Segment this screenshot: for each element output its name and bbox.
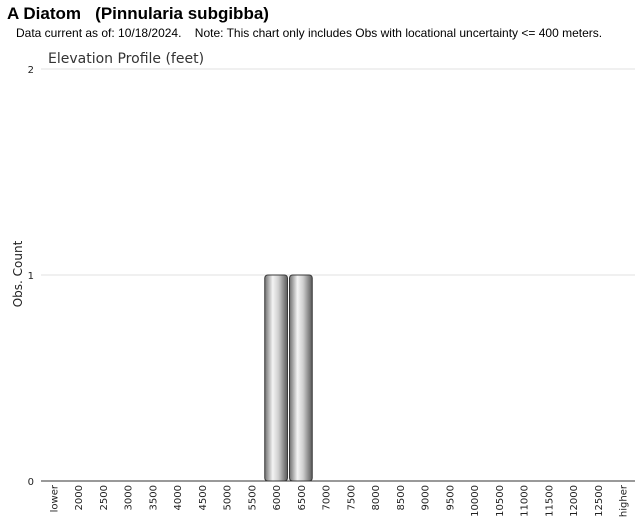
y-tick-label-2: 2	[28, 65, 34, 76]
x-tick-label-10000: 10000	[470, 485, 481, 517]
x-tick-label-5000: 5000	[223, 485, 234, 510]
x-tick-label-3000: 3000	[124, 485, 135, 510]
x-tick-label-8500: 8500	[396, 485, 407, 510]
bar-6500	[289, 274, 313, 482]
chart-page-title: A Diatom (Pinnularia subgibba)	[7, 4, 269, 23]
elevation-chart: Elevation Profile (feet) 0 1 2 lower 2000 25…	[11, 51, 635, 517]
bars	[264, 274, 313, 482]
x-tick-label-5500: 5500	[247, 485, 258, 510]
y-tick-label-1: 1	[28, 271, 34, 282]
x-tick-label-higher: higher	[619, 484, 630, 517]
bar-6000	[264, 274, 288, 482]
x-tick-label-2500: 2500	[99, 485, 110, 510]
grid-lines	[41, 68, 635, 276]
x-tick-label-11000: 11000	[520, 485, 531, 517]
data-note: Data current as of: 10/18/2024. Note: Th…	[16, 26, 603, 40]
x-tick-label-10500: 10500	[495, 485, 506, 517]
x-tick-label-9500: 9500	[445, 485, 456, 510]
x-tick-label-12000: 12000	[569, 485, 580, 517]
x-tick-label-lower: lower	[49, 484, 60, 512]
x-tick-label-8000: 8000	[371, 485, 382, 510]
x-tick-label-9000: 9000	[421, 485, 432, 510]
x-tick-label-6500: 6500	[297, 485, 308, 510]
x-tick-label-12500: 12500	[594, 485, 605, 517]
x-tick-label-6000: 6000	[272, 485, 283, 510]
x-tick-label-7000: 7000	[322, 485, 333, 510]
x-tick-label-11500: 11500	[544, 485, 555, 517]
x-tick-label-3500: 3500	[148, 485, 159, 510]
chart-title: Elevation Profile (feet)	[48, 51, 204, 67]
x-tick-label-2000: 2000	[74, 485, 85, 510]
y-tick-labels: 0 1 2	[28, 65, 34, 488]
x-tick-label-4000: 4000	[173, 485, 184, 510]
x-tick-labels: lower 2000 2500 3000 3500 4000 4500 5000 5500 600…	[49, 484, 629, 517]
x-tick-label-7500: 7500	[346, 485, 357, 510]
x-tick-label-4500: 4500	[198, 485, 209, 510]
y-axis-label: Obs. Count	[11, 240, 25, 307]
y-tick-label-0: 0	[28, 477, 34, 488]
